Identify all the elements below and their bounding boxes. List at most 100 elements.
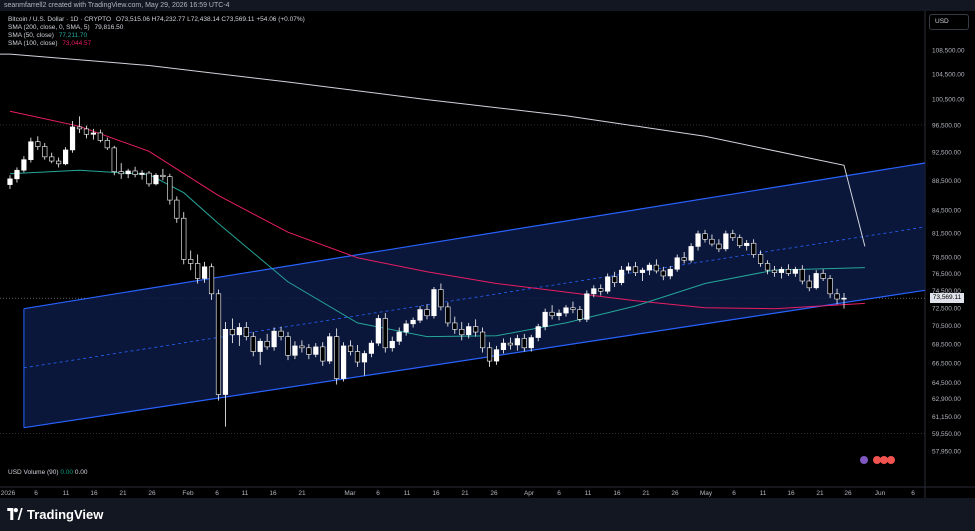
channel-lower-line	[23, 289, 926, 429]
sma100-line	[9, 110, 865, 310]
y-tick-label: 70,500.00	[932, 323, 961, 330]
candle-body	[271, 330, 277, 348]
candle-body	[542, 311, 548, 327]
x-tick-label: 6	[34, 490, 38, 497]
candle-body	[639, 269, 646, 273]
candle-body	[320, 346, 326, 362]
legend-sma100-value: 73,044.57	[62, 40, 92, 47]
candle-body	[334, 336, 340, 379]
candle-body	[278, 330, 284, 337]
candle-body	[841, 297, 847, 300]
x-tick-label: Jun	[875, 490, 886, 497]
candle-body	[243, 327, 249, 337]
y-tick-label: 68,500.00	[932, 342, 961, 349]
x-tick-label: 6	[557, 490, 561, 497]
candle-body	[153, 174, 159, 185]
candle-body	[479, 331, 486, 349]
candle-body	[69, 126, 76, 151]
candle-body	[563, 307, 569, 314]
footer-bar: TradingView	[0, 498, 975, 531]
candle-body	[792, 268, 798, 274]
candle-body	[667, 268, 673, 277]
candle-body	[556, 312, 562, 317]
x-tick-label: 6	[732, 490, 736, 497]
candle-body	[90, 132, 96, 135]
candle-body	[202, 266, 208, 279]
candle-body	[535, 326, 541, 338]
candle-body	[716, 243, 722, 250]
chart-frame[interactable]: 108,500.00 104,500.00 100,500.00 96,500.00 9…	[0, 11, 975, 498]
price-chart[interactable]: 108,500.00 104,500.00 100,500.00 96,500.00 9…	[0, 11, 975, 498]
y-tick-label: 92,500.00	[932, 150, 961, 157]
x-tick-label: 21	[642, 490, 650, 497]
y-tick-label: 59,550.00	[932, 431, 961, 438]
channel-upper-line	[23, 162, 926, 310]
legend-sma200-label: SMA (200, close, 0, SMA, 5)	[8, 24, 90, 31]
events-flags-icon[interactable]	[859, 455, 899, 465]
legend-sma200-row[interactable]: SMA (200, close, 0, SMA, 5) 79,816.50	[8, 24, 305, 32]
candle-body	[591, 288, 597, 295]
candle-body	[139, 172, 145, 175]
x-tick-label: 6	[911, 490, 915, 497]
legend-sma50-row[interactable]: SMA (50, close) 77,211.70	[8, 32, 305, 40]
x-tick-label: 26	[844, 490, 852, 497]
y-tick-label: 57,950.00	[932, 449, 961, 456]
x-tick-label: 6	[376, 490, 380, 497]
legend-sma100-row[interactable]: SMA (100, close) 73,044.57	[8, 40, 305, 48]
attribution-bar: seanmfarrell2 created with TradingView.c…	[0, 0, 975, 11]
candle-body	[382, 318, 388, 349]
candle-body	[521, 338, 527, 349]
volume-label: USD Volume (90)	[8, 469, 59, 476]
candle-body	[132, 170, 138, 175]
candle-body	[507, 342, 514, 346]
candle-body	[208, 266, 215, 295]
candle-body	[646, 264, 652, 271]
candle-body	[368, 342, 375, 354]
candle-body	[493, 349, 500, 362]
y-tick-label: 66,500.00	[932, 361, 961, 368]
candle-body	[215, 293, 222, 395]
candle-body	[605, 276, 611, 292]
x-tick-label: 2026	[1, 490, 16, 497]
x-tick-label: 16	[269, 490, 277, 497]
candle-body	[285, 336, 291, 356]
candle-body	[42, 146, 48, 158]
x-tick-label: Apr	[524, 490, 535, 497]
candle-body	[410, 319, 416, 325]
y-tick-label: 96,500.00	[932, 122, 961, 129]
legend-sma100-label: SMA (100, close)	[8, 40, 58, 47]
candle-body	[445, 306, 451, 324]
currency-button[interactable]: USD	[929, 14, 969, 30]
candle-body	[257, 340, 263, 352]
x-tick-label: 11	[242, 490, 249, 497]
candle-body	[195, 263, 201, 279]
candle-body	[299, 345, 305, 349]
candle-body	[730, 233, 736, 238]
candle-body	[723, 233, 729, 250]
candle-body	[660, 270, 666, 277]
tradingview-logo[interactable]: TradingView	[7, 507, 103, 522]
candle-body	[97, 132, 103, 141]
candle-body	[674, 257, 680, 270]
x-tick-label: 11	[760, 490, 767, 497]
candle-body	[514, 338, 520, 346]
y-tick-label: 64,500.00	[932, 380, 961, 387]
candle-body	[146, 172, 152, 185]
candle-body	[431, 289, 437, 317]
x-tick-label: 26	[490, 490, 498, 497]
x-tick-label: 21	[461, 490, 469, 497]
x-tick-label: 6	[215, 490, 219, 497]
candle-body	[653, 264, 659, 272]
candle-body	[577, 309, 583, 320]
y-tick-label: 108,500.00	[932, 48, 965, 55]
y-tick-label: 84,500.00	[932, 207, 961, 214]
candle-body	[389, 340, 395, 349]
candle-body	[306, 347, 312, 355]
legend-symbol: Bitcoin / U.S. Dollar · 1D · CRYPTO	[8, 16, 112, 23]
candle-body	[375, 318, 381, 344]
candle-body	[361, 353, 368, 363]
y-tick-label: 74,500.00	[932, 288, 961, 295]
x-tick-label: 11	[404, 490, 411, 497]
chart-legend: Bitcoin / U.S. Dollar · 1D · CRYPTO O73,…	[8, 16, 305, 48]
candle-body	[778, 268, 785, 273]
